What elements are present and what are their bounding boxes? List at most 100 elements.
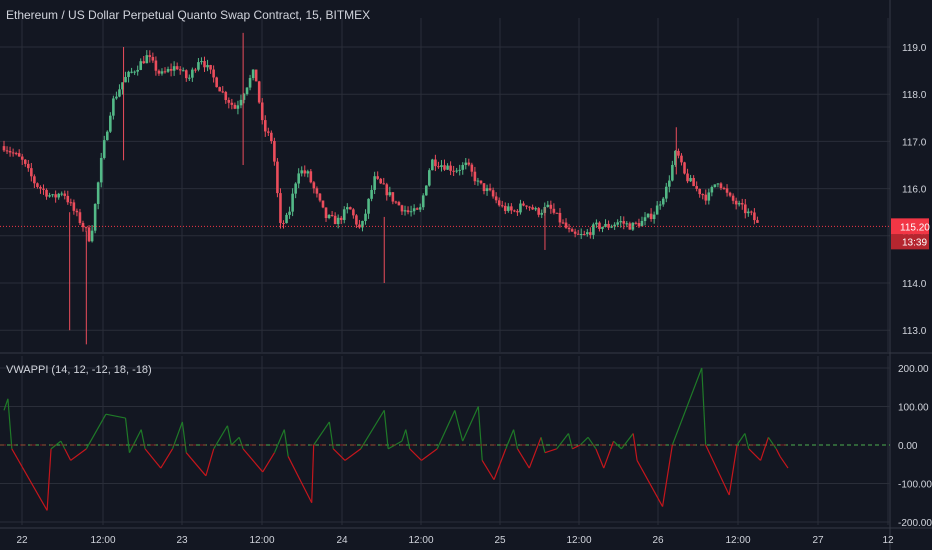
indicator-segment — [477, 406, 483, 461]
candle-body — [102, 140, 106, 158]
candle-body — [300, 170, 304, 174]
candle-body — [345, 207, 349, 210]
candle-body — [14, 153, 18, 155]
indicator-segment — [505, 429, 515, 450]
candle-body — [674, 150, 677, 165]
candle-body — [145, 55, 149, 64]
indicator-segment — [3, 398, 9, 411]
candle-body — [458, 169, 461, 171]
time-axis-tick-label: 12:00 — [90, 535, 115, 546]
candle-body — [531, 207, 534, 210]
candle-body — [546, 204, 550, 207]
candle-body — [625, 223, 629, 225]
candle-body — [616, 222, 619, 225]
candle-body — [200, 61, 203, 63]
candle-body — [267, 131, 270, 133]
indicator-segment — [579, 436, 589, 446]
candle-body — [148, 55, 152, 57]
candle-body — [39, 186, 42, 189]
candle-body — [668, 180, 671, 187]
indicator-segment — [283, 429, 289, 457]
indicator-axis-tick-label: -200.00 — [898, 518, 932, 529]
candle-body — [479, 180, 483, 184]
candle-body — [212, 69, 215, 78]
candle-body — [604, 223, 607, 227]
candle-body — [84, 227, 88, 229]
time-axis-tick-label: 12:00 — [566, 535, 591, 546]
candle-body — [576, 233, 580, 235]
candle-body — [671, 164, 674, 181]
time-axis-tick-label: 12:00 — [249, 535, 274, 546]
candle-body — [109, 115, 112, 132]
candle-body — [737, 203, 741, 205]
candle-body — [513, 210, 516, 212]
candle-body — [352, 209, 355, 216]
candle-body — [121, 82, 124, 90]
candle-body — [115, 96, 118, 99]
indicator-segment — [128, 429, 142, 453]
candle-body — [260, 102, 264, 121]
candle-body — [188, 77, 191, 79]
candle-body — [318, 193, 322, 201]
indicator-segment — [140, 429, 146, 449]
candle-body — [379, 178, 383, 184]
indicator-segment — [313, 421, 330, 446]
candle-body — [598, 222, 601, 229]
candle-body — [355, 215, 358, 225]
candle-body — [33, 176, 36, 184]
candle-body — [90, 230, 94, 242]
candle-body — [567, 227, 571, 230]
candle-body — [342, 209, 346, 220]
indicator-segment — [144, 448, 162, 469]
candle-body — [87, 227, 91, 242]
indicator-segment — [46, 448, 52, 511]
candle-body — [722, 188, 726, 190]
indicator-segment — [759, 437, 769, 461]
candle-body — [78, 212, 82, 223]
candle-body — [494, 196, 498, 201]
candle-body — [695, 186, 698, 189]
candle-body — [382, 183, 386, 185]
candle-body — [680, 155, 683, 163]
candle-body — [51, 194, 54, 196]
indicator-segment — [572, 444, 581, 450]
candle-body — [500, 205, 504, 207]
candle-body — [291, 193, 294, 212]
candle-body — [303, 170, 307, 174]
candle-body — [224, 92, 228, 101]
indicator-segment — [736, 433, 746, 446]
indicator-segment — [513, 429, 519, 449]
candle-body — [528, 206, 531, 208]
candle-body — [99, 157, 103, 183]
indicator-segment — [360, 410, 385, 450]
candle-body — [218, 87, 221, 92]
indicator-title: VWAPPI (14, 12, -12, 18, -18) — [6, 364, 152, 376]
candle-body — [534, 208, 537, 210]
indicator-segment — [287, 456, 313, 504]
candle-body — [555, 212, 559, 214]
candle-body — [507, 206, 510, 211]
candle-body — [391, 192, 395, 202]
candle-body — [719, 183, 723, 189]
candle-body — [197, 62, 200, 70]
indicator-segment — [701, 367, 707, 446]
candle-body — [619, 221, 623, 223]
candle-body — [276, 161, 279, 194]
candle-body — [443, 165, 446, 170]
candle-body — [96, 182, 100, 204]
indicator-segment — [671, 367, 703, 446]
candle-body — [112, 98, 115, 116]
indicator-segment — [567, 433, 573, 449]
candle-body — [127, 71, 130, 77]
candle-body — [607, 223, 610, 228]
indicator-segment — [620, 433, 634, 450]
price-axis-tick-label: 113.0 — [902, 326, 927, 337]
candle-body — [288, 211, 291, 215]
indicator-segment — [160, 448, 174, 469]
candle-body — [510, 206, 513, 211]
candle-body — [339, 217, 343, 220]
candle-body — [248, 78, 252, 88]
candle-body — [658, 204, 662, 206]
candle-body — [421, 195, 425, 208]
